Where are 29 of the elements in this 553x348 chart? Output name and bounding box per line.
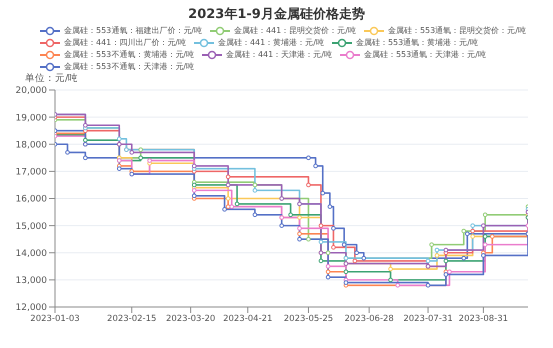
- x-tick-label: 2023-01-03: [30, 314, 80, 324]
- x-tick-label: 2023-05-25: [284, 314, 334, 324]
- y-tick-label: 12,000: [16, 303, 48, 314]
- legend-label: 金属硅：553通氧：黄埔港：元/吨: [356, 37, 478, 48]
- y-tick-label: 18,000: [16, 140, 48, 150]
- legend-label: 金属硅：553不通氧：黄埔港：元/吨: [64, 49, 194, 60]
- legend-label: 金属硅：441：天津港：元/吨: [226, 49, 332, 60]
- y-tick-label: 14,000: [16, 248, 48, 259]
- x-tick-label: 2023-04-21: [223, 314, 272, 324]
- y-tick-label: 20,000: [16, 86, 48, 96]
- x-tick-label: 2023-08-31: [458, 314, 508, 324]
- legend-label: 金属硅：553通氧：昆明交货价：元/吨: [388, 25, 526, 36]
- legend-label: 金属硅：441：黄埔港：元/吨: [218, 37, 324, 48]
- chart-title: 2023年1-9月金属硅价格走势: [187, 6, 366, 24]
- y-axis-title: 单位：元/吨: [24, 72, 80, 84]
- x-tick-label: 2023-02-15: [107, 314, 156, 324]
- legend-label: 金属硅：441：四川出厂价：元/吨: [64, 37, 186, 48]
- legend-label: 金属硅：553不通氧：天津港：元/吨: [64, 61, 194, 72]
- legend-label: 金属硅：553通氧：福建出厂价：元/吨: [64, 25, 202, 36]
- legend-label: 金属硅：553通氧：天津港：元/吨: [364, 49, 486, 60]
- x-tick-label: 2023-07-31: [403, 314, 453, 324]
- y-tick-label: 17,000: [16, 168, 48, 178]
- x-tick-label: 2023-03-20: [166, 314, 216, 324]
- legend-label: 金属硅：441：昆明交货价：元/吨: [234, 25, 356, 36]
- y-tick-label: 19,000: [16, 113, 48, 124]
- x-tick-label: 2023-06-28: [344, 314, 394, 324]
- y-tick-label: 15,000: [16, 222, 48, 232]
- y-tick-label: 16,000: [16, 194, 48, 205]
- y-tick-label: 13,000: [16, 276, 48, 286]
